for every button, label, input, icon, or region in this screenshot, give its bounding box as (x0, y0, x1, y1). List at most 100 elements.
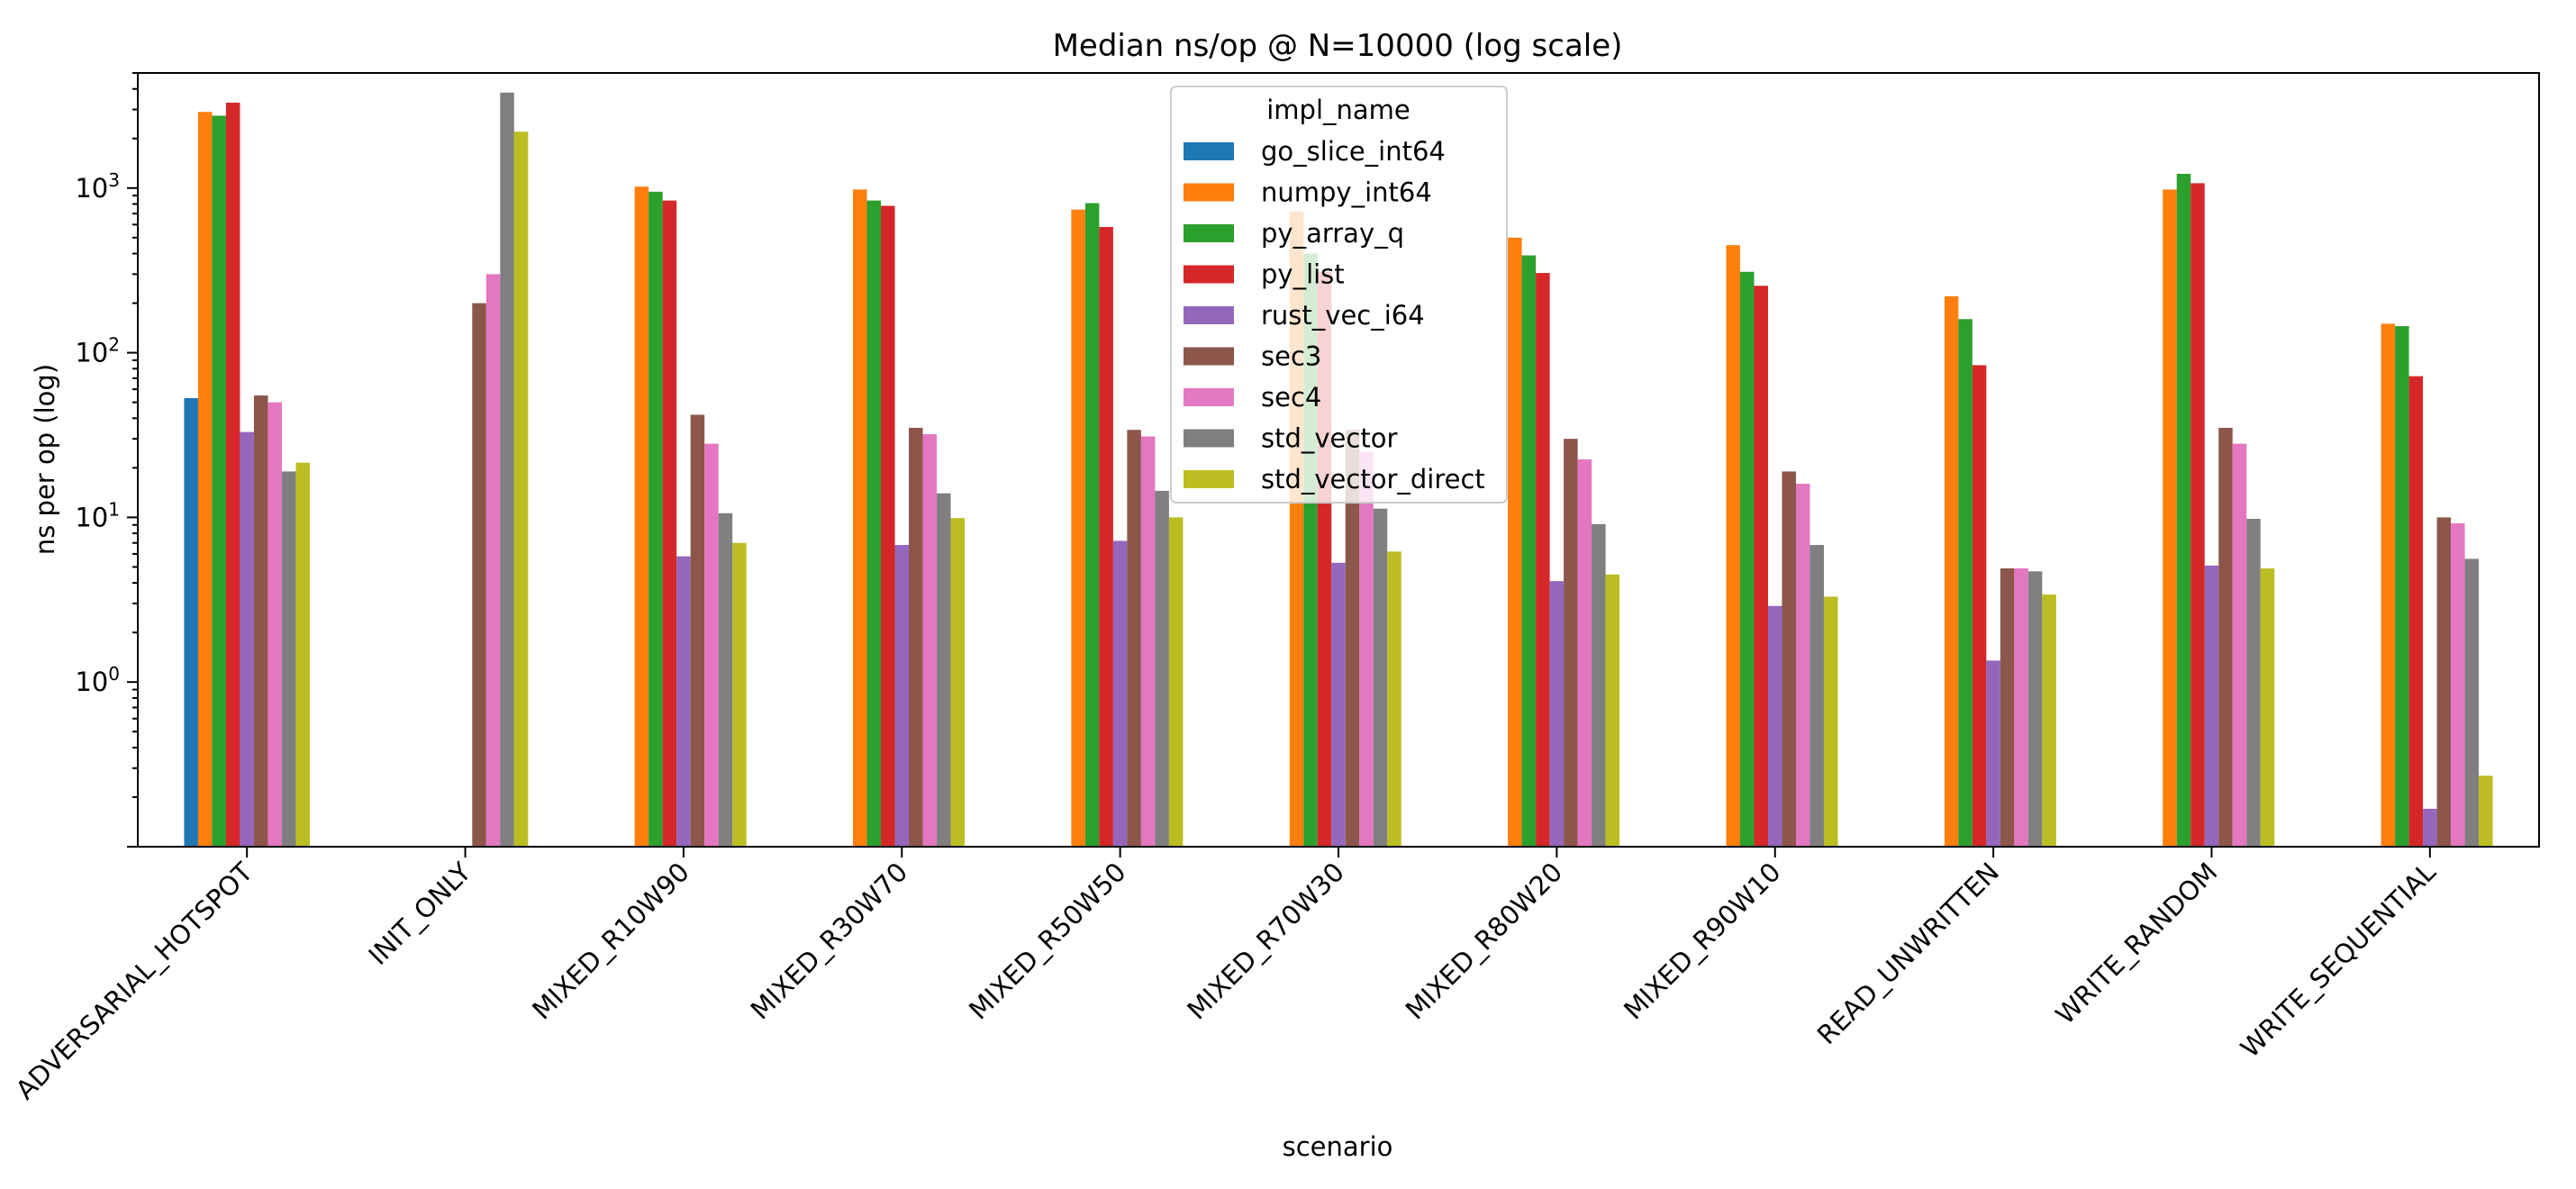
legend-label-go_slice_int64: go_slice_int64 (1261, 136, 1446, 167)
legend-label-sec4: sec4 (1261, 382, 1321, 413)
bar-rust_vec_i64-read_unwritten (1986, 660, 2000, 847)
bar-std_vector_direct-adversarial_hotspot (295, 462, 310, 847)
y-axis: 100 101 102 103 (75, 72, 138, 848)
bar-numpy_int64-read_unwritten (1944, 295, 1959, 848)
legend-label-py_list: py_list (1261, 259, 1345, 290)
bar-sec4-mixed_r30w70 (922, 434, 938, 847)
legend-label-py_array_q: py_array_q (1261, 218, 1404, 249)
bar-py_list-write_sequential (2408, 376, 2424, 847)
bar-std_vector-read_unwritten (2027, 571, 2043, 847)
bar-std_vector-mixed_r80w20 (1592, 523, 1606, 847)
bar-sec3-mixed_r90w10 (1782, 471, 1796, 847)
legend-label-numpy_int64: numpy_int64 (1261, 177, 1432, 208)
bar-std_vector_direct-read_unwritten (2042, 594, 2056, 847)
bar-numpy_int64-mixed_r10w90 (634, 186, 649, 848)
bar-numpy_int64-write_random (2163, 189, 2177, 847)
bar-py_list-mixed_r10w90 (662, 200, 677, 847)
bar-rust_vec_i64-mixed_r80w20 (1549, 581, 1565, 847)
legend-swatch-rust_vec_i64 (1184, 306, 1234, 324)
legend-swatch-py_list (1184, 265, 1234, 284)
bar-py_array_q-mixed_r30w70 (866, 200, 882, 847)
bars-layer (184, 92, 2493, 848)
y-tick-label: 102 (75, 334, 120, 368)
bar-std_vector-write_sequential (2464, 558, 2480, 847)
bar-sec4-write_random (2232, 443, 2247, 847)
legend-frame (1170, 86, 1508, 504)
bar-sec3-read_unwritten (2000, 568, 2015, 847)
bar-std_vector_direct-write_random (2260, 568, 2275, 847)
legend-items: go_slice_int64 numpy_int64 py_array_q py_li… (1184, 136, 1485, 495)
bar-py_list-read_unwritten (1972, 365, 1987, 847)
bar-std_vector_direct-write_sequential (2479, 776, 2493, 847)
bar-py_array_q-write_random (2176, 173, 2191, 847)
bar-py_list-write_random (2191, 183, 2205, 847)
bar-std_vector_direct-mixed_r50w50 (1168, 517, 1184, 847)
bar-numpy_int64-mixed_r30w70 (853, 189, 867, 847)
legend-swatch-sec4 (1184, 388, 1234, 406)
bar-sec3-write_sequential (2436, 517, 2452, 847)
bar-rust_vec_i64-mixed_r30w70 (894, 545, 910, 847)
bar-sec3-mixed_r70w30 (1345, 430, 1360, 847)
bar-std_vector-adversarial_hotspot (281, 471, 296, 847)
bar-sec4-init_only (485, 274, 501, 847)
bar-sec4-adversarial_hotspot (268, 402, 282, 847)
bar-sec4-mixed_r70w30 (1359, 451, 1374, 847)
bar-std_vector_direct-init_only (513, 132, 529, 847)
bar-py_array_q-mixed_r50w50 (1084, 203, 1100, 847)
bar-sec4-mixed_r10w90 (704, 443, 719, 847)
legend-swatch-numpy_int64 (1184, 183, 1234, 202)
bar-go_slice_int64-adversarial_hotspot (184, 397, 198, 847)
bar-numpy_int64-mixed_r90w10 (1726, 245, 1740, 847)
legend: impl_name go_slice_int64 numpy_int64 py_ar… (1170, 86, 1508, 504)
legend-swatch-py_array_q (1184, 224, 1234, 242)
bar-py_list-adversarial_hotspot (225, 102, 240, 847)
x-axis-label: scenario (1283, 1131, 1393, 1162)
bar-rust_vec_i64-write_sequential (2423, 808, 2437, 847)
bar-sec3-mixed_r10w90 (690, 414, 705, 847)
bar-std_vector_direct-mixed_r80w20 (1605, 574, 1620, 847)
bar-rust_vec_i64-write_random (2204, 565, 2219, 847)
bar-std_vector-mixed_r10w90 (718, 513, 733, 847)
bar-py_list-mixed_r80w20 (1536, 273, 1550, 847)
bar-numpy_int64-adversarial_hotspot (197, 112, 213, 848)
bar-sec4-mixed_r80w20 (1577, 459, 1592, 847)
bar-rust_vec_i64-mixed_r90w10 (1767, 605, 1782, 847)
bar-rust_vec_i64-adversarial_hotspot (240, 431, 254, 847)
bar-sec3-mixed_r30w70 (909, 427, 923, 847)
bar-sec4-mixed_r90w10 (1795, 484, 1810, 847)
bar-std_vector-mixed_r90w10 (1810, 545, 1824, 847)
y-tick-label: 103 (75, 169, 120, 204)
bar-sec4-read_unwritten (2014, 568, 2028, 847)
legend-swatch-std_vector (1184, 429, 1234, 448)
bar-py_list-mixed_r90w10 (1754, 286, 1768, 848)
legend-label-std_vector: std_vector (1261, 423, 1397, 454)
legend-swatch-std_vector_direct (1184, 470, 1234, 488)
bar-sec3-write_random (2218, 427, 2233, 847)
legend-label-std_vector_direct: std_vector_direct (1261, 464, 1485, 495)
bar-std_vector-mixed_r70w30 (1373, 508, 1388, 847)
bar-sec4-mixed_r50w50 (1140, 436, 1156, 847)
bar-std_vector_direct-mixed_r30w70 (950, 518, 966, 847)
bar-numpy_int64-mixed_r50w50 (1071, 209, 1085, 847)
bar-std_vector-init_only (500, 92, 514, 848)
bar-py_array_q-mixed_r80w20 (1521, 255, 1537, 848)
bar-py_list-mixed_r30w70 (881, 205, 895, 847)
bar-std_vector-mixed_r50w50 (1155, 490, 1169, 847)
chart-title: Median ns/op @ N=10000 (log scale) (1053, 28, 1623, 64)
bar-py_array_q-mixed_r10w90 (649, 191, 663, 847)
legend-title: impl_name (1266, 95, 1410, 125)
bar-sec3-adversarial_hotspot (253, 395, 268, 847)
bar-std_vector_direct-mixed_r10w90 (732, 542, 747, 847)
legend-label-sec3: sec3 (1261, 341, 1321, 372)
bar-std_vector-mixed_r30w70 (937, 493, 951, 847)
legend-label-rust_vec_i64: rust_vec_i64 (1261, 300, 1425, 331)
bar-numpy_int64-write_sequential (2381, 323, 2396, 848)
bar-rust_vec_i64-mixed_r50w50 (1112, 540, 1128, 847)
bar-sec3-mixed_r80w20 (1564, 439, 1578, 847)
bar-py_array_q-adversarial_hotspot (212, 115, 226, 847)
bar-py_list-mixed_r50w50 (1099, 227, 1113, 847)
bar-sec3-init_only (472, 303, 486, 847)
legend-swatch-sec3 (1184, 347, 1234, 366)
legend-swatch-go_slice_int64 (1184, 142, 1234, 160)
